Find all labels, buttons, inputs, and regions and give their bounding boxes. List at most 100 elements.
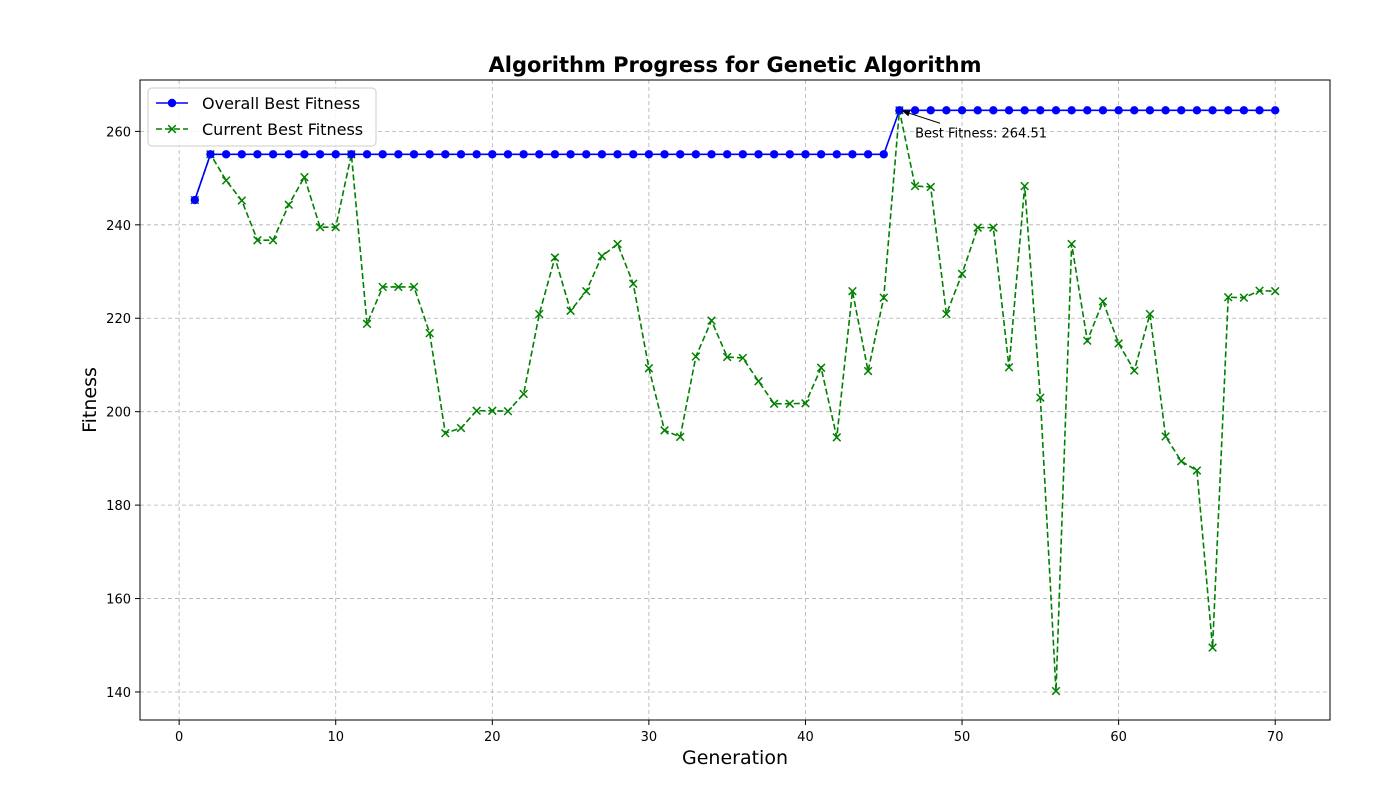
data-point <box>566 306 575 316</box>
data-point <box>1098 297 1108 306</box>
data-point <box>1255 106 1264 115</box>
data-point <box>1067 106 1076 115</box>
data-point <box>675 432 685 442</box>
data-point <box>1114 339 1123 348</box>
legend-entry-label: Current Best Fitness <box>202 120 363 139</box>
data-point <box>1223 292 1233 302</box>
data-point <box>378 282 388 292</box>
data-point <box>535 150 544 159</box>
data-point <box>1192 106 1202 115</box>
data-point <box>237 196 247 205</box>
data-point <box>863 366 873 376</box>
data-point <box>440 428 450 438</box>
data-point <box>1004 106 1014 115</box>
data-point <box>378 150 387 159</box>
data-point <box>1270 286 1280 296</box>
data-point <box>268 235 278 245</box>
legend-swatch-marker <box>167 124 177 134</box>
data-point <box>394 150 403 159</box>
y-tick-label: 260 <box>106 125 131 140</box>
data-point <box>487 406 497 416</box>
data-point <box>284 150 293 159</box>
data-point <box>1020 106 1029 115</box>
data-point <box>315 222 325 232</box>
annotation-label: Best Fitness: 264.51 <box>915 126 1047 141</box>
data-point <box>848 150 857 159</box>
annotation: Best Fitness: 264.51 <box>901 110 1047 141</box>
x-tick-label: 30 <box>641 730 658 745</box>
data-point <box>769 150 779 159</box>
x-tick-label: 20 <box>484 730 501 745</box>
series-line <box>194 110 1276 692</box>
y-tick-label: 240 <box>106 219 131 234</box>
data-point <box>1192 466 1202 475</box>
data-point <box>816 150 826 159</box>
data-point <box>1161 106 1170 115</box>
data-point <box>331 222 341 232</box>
x-tick-label: 10 <box>327 730 344 745</box>
data-point <box>769 399 779 409</box>
data-point <box>1067 239 1076 249</box>
x-tick-label: 0 <box>175 730 183 745</box>
data-point <box>1145 106 1155 115</box>
annotation-arrowhead <box>901 110 911 117</box>
data-point <box>801 398 810 408</box>
data-point <box>409 150 419 159</box>
data-point <box>300 150 309 159</box>
x-tick-label: 60 <box>1110 730 1127 745</box>
data-point <box>942 106 951 115</box>
data-point <box>1224 106 1233 115</box>
data-point <box>738 353 748 363</box>
data-point <box>347 150 356 159</box>
data-point <box>409 282 419 292</box>
data-point <box>300 172 309 182</box>
data-point <box>879 293 889 303</box>
data-point <box>1004 362 1014 372</box>
data-point <box>597 150 607 159</box>
data-point <box>754 376 763 386</box>
data-point <box>691 352 701 361</box>
data-point <box>832 433 842 442</box>
data-point <box>942 309 951 319</box>
ticks: 0 10 20 30 40 50 60 70 140 160 180 200 220 240 260 <box>106 125 1283 745</box>
data-point <box>1208 643 1217 652</box>
data-point <box>1239 106 1249 115</box>
data-point <box>550 150 560 159</box>
y-tick-label: 160 <box>106 593 131 608</box>
data-point <box>957 269 967 279</box>
data-point <box>613 239 622 249</box>
data-point <box>785 399 795 409</box>
data-point <box>926 106 935 115</box>
data-point <box>754 150 763 159</box>
data-point <box>895 106 904 115</box>
x-tick-label: 50 <box>954 730 971 745</box>
data-point <box>801 150 810 159</box>
data-point <box>926 182 936 192</box>
data-point <box>1255 286 1264 296</box>
data-point <box>566 150 575 159</box>
data-point <box>660 150 669 159</box>
data-point <box>550 253 560 262</box>
data-point <box>1161 432 1170 441</box>
data-point <box>832 150 841 159</box>
series-layer <box>190 105 1280 696</box>
data-point <box>863 150 873 159</box>
data-point <box>1270 106 1280 115</box>
y-tick-label: 180 <box>106 499 131 514</box>
data-point <box>253 235 262 245</box>
data-point <box>472 150 481 159</box>
x-tick-label: 40 <box>797 730 814 745</box>
data-point <box>534 309 544 319</box>
data-point <box>581 286 591 296</box>
data-point <box>206 150 215 159</box>
data-point <box>1208 106 1217 115</box>
data-point <box>973 223 983 232</box>
legend-swatch-marker <box>167 98 177 108</box>
data-point <box>613 150 622 159</box>
data-point <box>675 150 685 159</box>
plot-frame <box>139 79 1331 721</box>
data-point <box>253 150 262 159</box>
data-point <box>456 423 466 433</box>
data-point <box>221 150 231 159</box>
x-tick-label: 70 <box>1267 730 1284 745</box>
